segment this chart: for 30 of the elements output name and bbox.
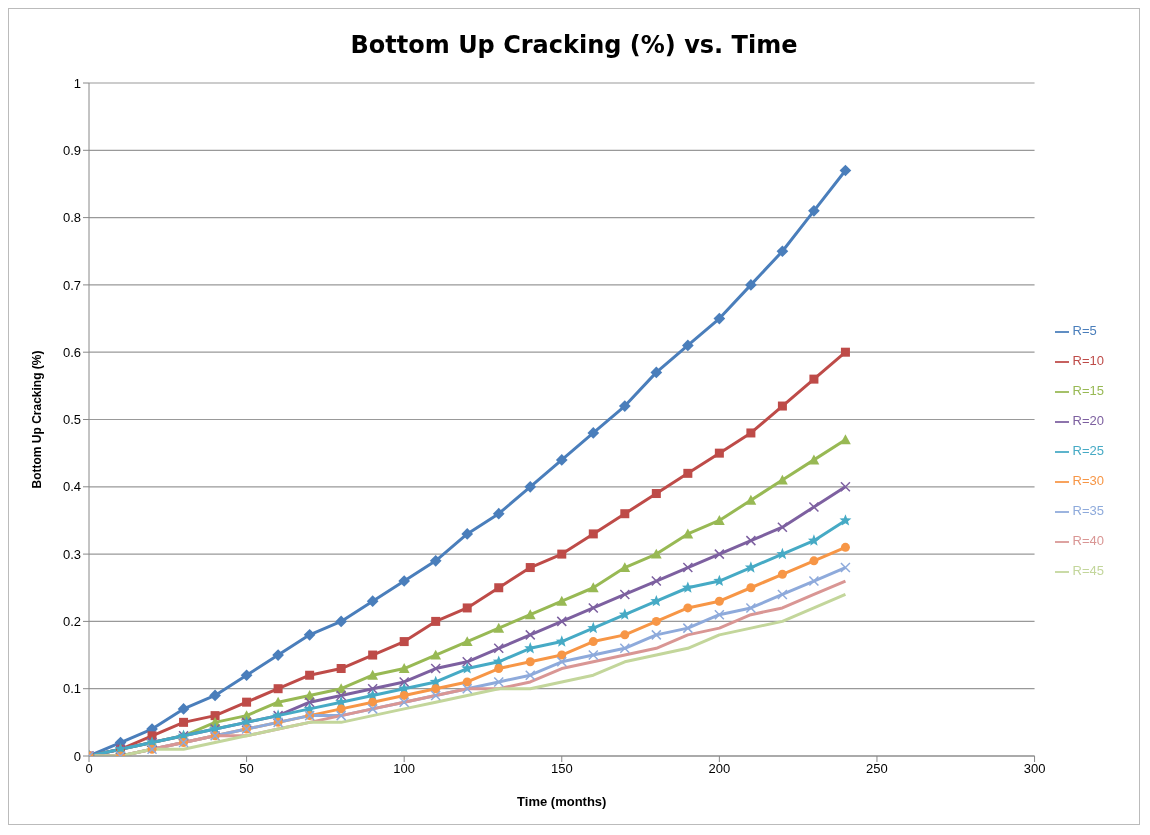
- y-tick-label: 0.5: [62, 412, 81, 428]
- x-tick-label: 200: [708, 761, 731, 777]
- y-tick-label: 0.3: [62, 546, 81, 562]
- y-tick-label: 0: [73, 748, 81, 764]
- x-axis-title: Time (months): [517, 794, 607, 809]
- legend-label: R=20: [1072, 413, 1104, 428]
- y-tick-label: 0.1: [62, 681, 81, 697]
- x-tick-label: 50: [239, 761, 254, 777]
- y-tick-label: 0.4: [62, 479, 81, 495]
- legend-label: R=45: [1072, 563, 1104, 578]
- y-tick-label: 1: [73, 75, 81, 91]
- legend-label: R=15: [1072, 383, 1104, 398]
- y-tick-label: 0.9: [62, 142, 81, 158]
- y-tick-label: 0.2: [62, 614, 81, 630]
- y-axis-title: Bottom Up Cracking (%): [30, 350, 45, 489]
- x-tick-label: 100: [393, 761, 416, 777]
- x-tick-label: 250: [866, 761, 888, 777]
- legend-label: R=30: [1072, 473, 1104, 488]
- legend-label: R=35: [1072, 503, 1104, 518]
- y-tick-label: 0.6: [62, 344, 81, 360]
- legend-label: R=25: [1072, 443, 1104, 458]
- y-tick-label: 0.7: [62, 277, 81, 293]
- legend-label: R=40: [1072, 533, 1104, 548]
- chart-title: Bottom Up Cracking (%) vs. Time: [349, 30, 799, 61]
- x-tick-label: 150: [550, 761, 573, 777]
- y-tick-label: 0.8: [62, 210, 81, 226]
- legend-label: R=10: [1072, 353, 1104, 368]
- x-tick-label: 0: [85, 761, 93, 777]
- legend-label: R=5: [1072, 323, 1097, 338]
- x-tick-label: 300: [1023, 761, 1046, 777]
